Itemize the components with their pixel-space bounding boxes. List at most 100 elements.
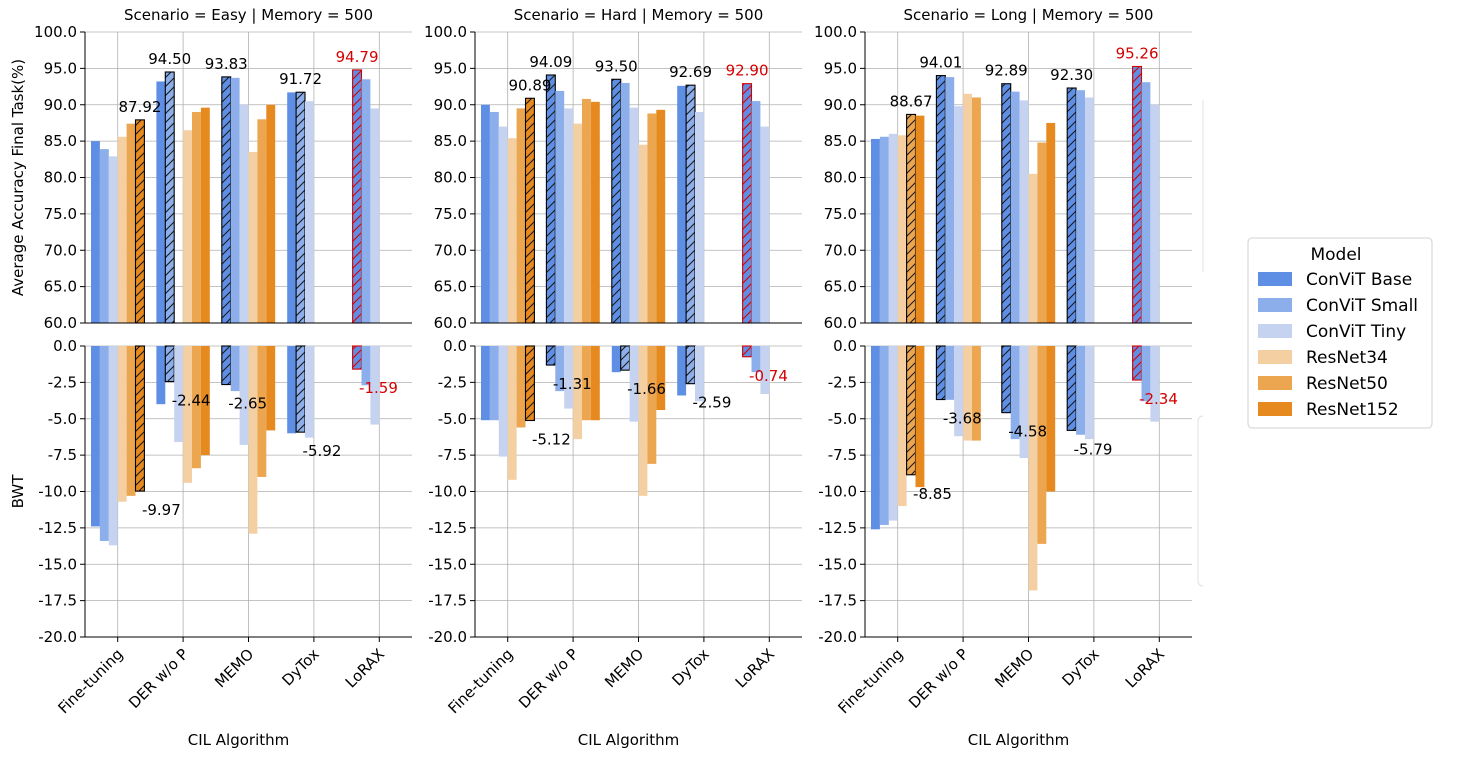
accuracy-bar [230, 77, 240, 324]
legend-swatch [1258, 376, 1292, 390]
y-tick-label: -5.0 [438, 410, 467, 428]
bwt-bar [99, 346, 109, 541]
accuracy-bar [126, 123, 136, 323]
bwt-value-label: -8.85 [913, 485, 952, 503]
y-tick-label: 70.0 [824, 241, 857, 259]
accuracy-bar [481, 104, 490, 323]
legend-title: Model [1310, 245, 1361, 265]
accuracy-bar [1037, 142, 1047, 323]
x-tick-label: LoRAX [1122, 645, 1168, 691]
bwt-bar [230, 346, 240, 392]
x-tick-label: DER w/o P [515, 645, 582, 712]
best-bwt-bar-hatch [935, 345, 946, 401]
bwt-bar [192, 346, 201, 469]
bwt-bar [1019, 346, 1029, 459]
bwt-bar [677, 346, 687, 396]
panel-title: Scenario = Easy | Memory = 500 [124, 6, 373, 24]
bwt-bar [516, 346, 526, 428]
accuracy-bar [564, 108, 574, 323]
best-accuracy-bar-hatch [685, 84, 696, 324]
accuracy-bar [1141, 82, 1151, 323]
top-y-axis-label: Average Accuracy Final Task(%) [9, 59, 27, 296]
bwt-value-label: -1.66 [627, 380, 666, 398]
y-tick-label: 60.0 [824, 314, 857, 332]
accuracy-value-label: 94.79 [336, 48, 379, 66]
accuracy-bar [489, 112, 499, 324]
accuracy-bar [287, 92, 297, 323]
best-accuracy-bar-hatch [164, 71, 175, 324]
best-accuracy-bar-hatch [1066, 87, 1077, 324]
accuracy-bar [99, 149, 109, 323]
bwt-bar [564, 346, 574, 409]
accuracy-bar [751, 101, 761, 323]
y-tick-label: 80.0 [434, 169, 467, 187]
x-tick-label: DyTox [1058, 645, 1102, 689]
accuracy-bar [1019, 100, 1029, 323]
best-accuracy-bar-hatch [352, 69, 363, 324]
best-accuracy-bar-hatch [935, 75, 946, 324]
y-tick-label: 70.0 [44, 241, 77, 259]
accuracy-bar [590, 101, 600, 323]
y-tick-label: 80.0 [824, 169, 857, 187]
bwt-bar [945, 346, 955, 400]
accuracy-bar [647, 113, 657, 323]
accuracy-bar [156, 81, 166, 323]
accuracy-bar [305, 101, 314, 323]
bwt-bar [751, 346, 761, 373]
best-accuracy-bar-hatch [545, 74, 556, 324]
y-tick-label: -20.0 [38, 628, 77, 646]
best-bwt-bar-hatch [352, 345, 363, 370]
x-tick-label: DyTox [668, 645, 712, 689]
accuracy-value-label: 95.26 [1116, 44, 1159, 62]
best-bwt-bar-hatch [685, 345, 696, 385]
best-bwt-bar-hatch [545, 345, 556, 366]
y-tick-label: 95.0 [824, 59, 857, 77]
y-tick-label: -15.0 [818, 555, 857, 573]
y-tick-label: -15.0 [38, 555, 77, 573]
bwt-bar [1010, 346, 1020, 440]
y-tick-label: 90.0 [824, 96, 857, 114]
accuracy-value-label: 92.69 [669, 63, 712, 81]
best-accuracy-bar-hatch [1001, 83, 1012, 324]
y-tick-label: -12.5 [38, 519, 77, 537]
accuracy-bar [760, 126, 770, 323]
x-axis-label: CIL Algorithm [968, 731, 1069, 749]
accuracy-value-label: 91.72 [279, 70, 322, 88]
y-tick-label: -12.5 [428, 519, 467, 537]
best-accuracy-bar-hatch [1132, 65, 1143, 324]
best-bwt-bar-hatch [1132, 345, 1143, 381]
x-tick-label: LoRAX [732, 645, 778, 691]
bwt-value-label: -2.34 [1139, 390, 1178, 408]
best-bwt-bar-hatch [1001, 345, 1012, 414]
y-tick-label: 85.0 [44, 132, 77, 150]
accuracy-value-label: 87.92 [118, 98, 161, 116]
y-tick-label: 85.0 [434, 132, 467, 150]
bwt-bar [760, 346, 770, 395]
bwt-value-label: -9.97 [142, 501, 181, 519]
best-accuracy-bar-hatch [742, 83, 753, 324]
accuracy-bar [638, 144, 648, 323]
x-tick-label: MEMO [211, 645, 257, 691]
bwt-bar [573, 346, 582, 440]
y-tick-label: 90.0 [434, 96, 467, 114]
legend-entry-label: ConViT Base [1306, 270, 1412, 290]
bwt-value-label: -5.92 [303, 442, 342, 460]
bwt-bar [647, 346, 657, 464]
accuracy-bar [963, 93, 972, 324]
accuracy-bar [555, 90, 565, 324]
y-tick-label: 0.0 [833, 337, 857, 355]
x-tick-label: MEMO [601, 645, 647, 691]
accuracy-bar [620, 82, 630, 323]
legend-swatch [1258, 324, 1292, 338]
y-tick-label: -5.0 [48, 410, 77, 428]
y-tick-label: 60.0 [434, 314, 467, 332]
best-bwt-bar-hatch [295, 345, 306, 433]
x-tick-label: DER w/o P [125, 645, 192, 712]
bwt-bar [915, 346, 925, 488]
accuracy-bar [954, 106, 964, 323]
accuracy-value-label: 90.89 [508, 76, 551, 94]
bwt-value-label: -5.79 [1074, 440, 1113, 458]
accuracy-value-label: 92.89 [985, 62, 1028, 80]
legend-swatch [1258, 298, 1292, 312]
